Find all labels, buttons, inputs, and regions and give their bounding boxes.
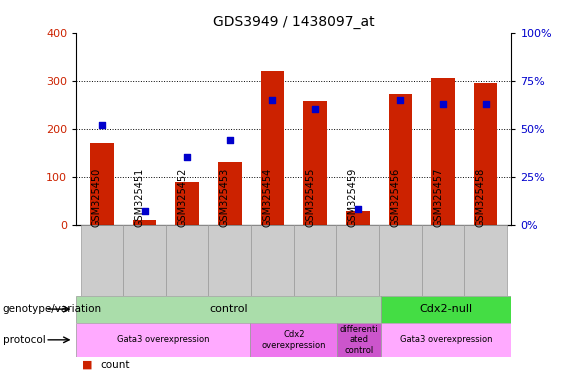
- Bar: [133, 220, 157, 225]
- Point: [353, 206, 362, 212]
- Text: GSM325451: GSM325451: [134, 167, 145, 227]
- Text: Cdx2-null: Cdx2-null: [419, 304, 473, 314]
- Bar: [464, 225, 507, 296]
- Text: genotype/variation: genotype/variation: [3, 304, 102, 314]
- Text: count: count: [100, 360, 129, 370]
- Bar: [81, 225, 123, 296]
- Text: GSM325455: GSM325455: [305, 167, 315, 227]
- Text: GSM325458: GSM325458: [476, 167, 486, 227]
- Point: [225, 137, 234, 143]
- Bar: [76, 323, 250, 357]
- Text: ■: ■: [82, 360, 93, 370]
- Bar: [208, 225, 251, 296]
- Bar: [379, 225, 421, 296]
- Text: GSM325453: GSM325453: [220, 167, 230, 227]
- Bar: [336, 225, 379, 296]
- Title: GDS3949 / 1438097_at: GDS3949 / 1438097_at: [213, 15, 375, 29]
- Text: GSM325452: GSM325452: [177, 167, 187, 227]
- Bar: [337, 323, 381, 357]
- Text: GSM325450: GSM325450: [92, 167, 102, 227]
- Text: protocol: protocol: [3, 335, 46, 345]
- Bar: [90, 143, 114, 225]
- Bar: [176, 182, 199, 225]
- Bar: [166, 225, 208, 296]
- Bar: [76, 296, 381, 323]
- Bar: [250, 323, 337, 357]
- Bar: [381, 296, 511, 323]
- Text: differenti
ated
control: differenti ated control: [340, 325, 379, 355]
- Text: Gata3 overexpression: Gata3 overexpression: [400, 335, 492, 344]
- Text: GSM325456: GSM325456: [390, 167, 401, 227]
- Point: [97, 122, 106, 128]
- Point: [311, 106, 320, 113]
- Bar: [431, 78, 455, 225]
- Bar: [389, 94, 412, 225]
- Point: [396, 97, 405, 103]
- Bar: [381, 323, 511, 357]
- Bar: [260, 71, 284, 225]
- Text: Cdx2
overexpression: Cdx2 overexpression: [262, 330, 326, 349]
- Bar: [303, 101, 327, 225]
- Bar: [123, 225, 166, 296]
- Text: GSM325457: GSM325457: [433, 167, 443, 227]
- Bar: [251, 225, 294, 296]
- Point: [438, 101, 447, 107]
- Point: [140, 208, 149, 214]
- Text: control: control: [209, 304, 248, 314]
- Point: [481, 101, 490, 107]
- Point: [268, 97, 277, 103]
- Bar: [346, 211, 370, 225]
- Text: GSM325454: GSM325454: [263, 167, 272, 227]
- Bar: [294, 225, 336, 296]
- Bar: [218, 162, 242, 225]
- Text: Gata3 overexpression: Gata3 overexpression: [117, 335, 210, 344]
- Bar: [474, 83, 497, 225]
- Bar: [421, 225, 464, 296]
- Point: [182, 154, 192, 161]
- Text: GSM325459: GSM325459: [348, 167, 358, 227]
